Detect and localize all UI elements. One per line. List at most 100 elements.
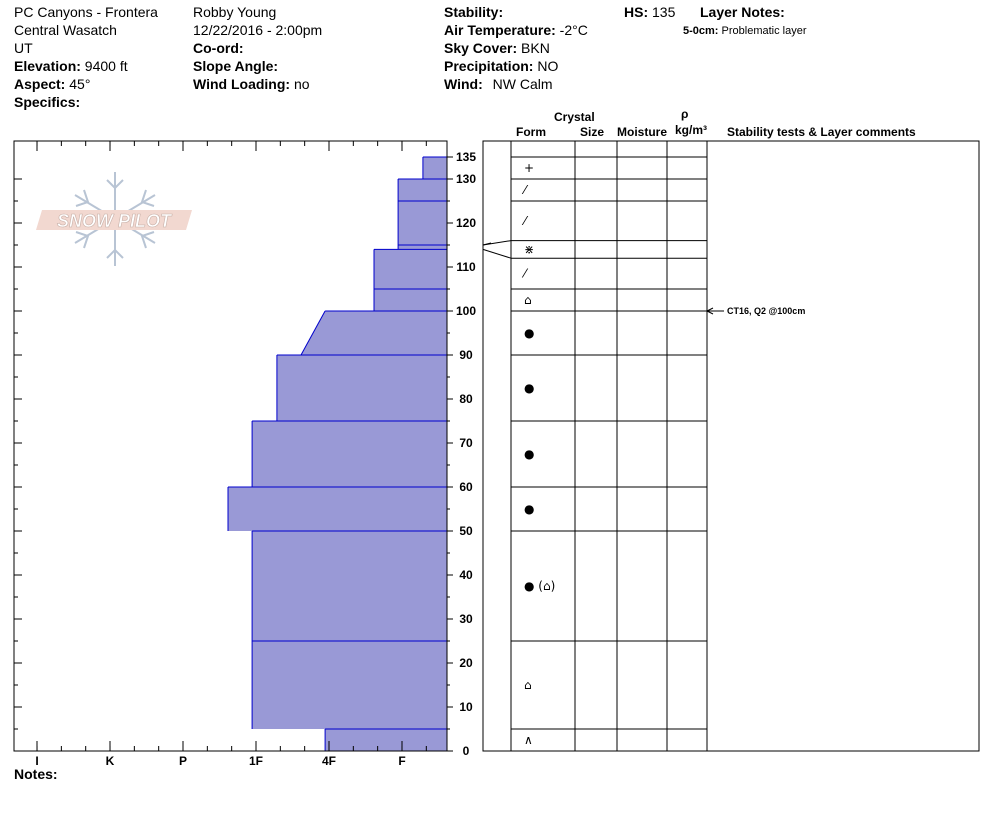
state-name: UT bbox=[14, 40, 33, 56]
layer-note-text: Problematic layer bbox=[721, 25, 807, 37]
depth-tick-label: 30 bbox=[459, 612, 473, 626]
sky-cover-value: BKN bbox=[521, 40, 550, 56]
comment-arrow-head bbox=[705, 307, 714, 315]
wind-loading-label: Wind Loading: bbox=[193, 76, 291, 92]
air-temp-label: Air Temperature: bbox=[444, 22, 556, 38]
crystal-form-glyph: + bbox=[524, 161, 534, 175]
crystal-form-glyph: ● bbox=[524, 447, 534, 461]
sky-cover: Sky Cover: BKN bbox=[444, 40, 550, 56]
precipitation: Precipitation: NO bbox=[444, 58, 558, 74]
crystal-header: Crystal bbox=[554, 110, 595, 124]
depth-connector bbox=[482, 248, 512, 259]
elevation-value: 9400 ft bbox=[84, 58, 128, 74]
depth-tick-label: 10 bbox=[459, 700, 473, 714]
depth-tick-label: 20 bbox=[459, 656, 473, 670]
comments-header: Stability tests & Layer comments bbox=[727, 125, 916, 139]
hardness-layer bbox=[398, 245, 447, 250]
hardness-tick-label: 1F bbox=[249, 754, 263, 768]
elevation: Elevation: 9400 ft bbox=[14, 58, 128, 74]
hardness-layer bbox=[374, 289, 447, 311]
hardness-layer bbox=[252, 641, 447, 729]
hardness-frame bbox=[13, 140, 448, 752]
hardness-layer bbox=[252, 531, 447, 641]
aspect-label: Aspect: bbox=[14, 76, 66, 92]
depth-tick-label: 80 bbox=[459, 392, 473, 406]
precip-value: NO bbox=[537, 58, 559, 74]
crystal-form-glyph: ● bbox=[524, 381, 534, 395]
crystal-form-glyph: ⁄ bbox=[521, 214, 529, 228]
crystal-form-glyph: ● (⌂) bbox=[524, 579, 555, 593]
hardness-layer bbox=[228, 487, 447, 531]
slope-angle-label: Slope Angle: bbox=[193, 58, 279, 74]
depth-tick-label: 135 bbox=[456, 150, 476, 164]
hardness-layer bbox=[301, 311, 447, 355]
hs-label: HS: bbox=[624, 4, 649, 20]
wind-loading-value: no bbox=[293, 76, 310, 92]
depth-tick-label: 0 bbox=[463, 744, 470, 758]
hardness-layer bbox=[398, 179, 447, 201]
location-name: PC Canyons - Frontera bbox=[14, 4, 158, 20]
hardness-tick-label: I bbox=[35, 754, 38, 768]
logo-banner bbox=[36, 210, 192, 230]
depth-tick-label: 130 bbox=[456, 172, 476, 186]
wind-label: Wind: bbox=[444, 76, 483, 92]
crystal-form-glyph: ⁄ bbox=[521, 267, 529, 281]
crystal-form-glyph: ⌂ bbox=[524, 678, 532, 692]
depth-tick-label: 100 bbox=[456, 304, 476, 318]
depth-tick-label: 70 bbox=[459, 436, 473, 450]
crystal-form-glyph: ● bbox=[524, 502, 534, 516]
notes-label: Notes: bbox=[14, 766, 58, 782]
crystal-grid: + ⁄ ⁄ ⋇ ⁄ ⌂ ● ● ● ● ● (⌂) ⌂ ∧ bbox=[482, 140, 980, 752]
layer-note: 5-0cm: Problematic layer bbox=[683, 23, 807, 39]
sky-cover-label: Sky Cover: bbox=[444, 40, 518, 56]
logo-text: SNOW PILOT bbox=[57, 211, 173, 231]
layer-notes-label: Layer Notes: bbox=[700, 4, 785, 20]
crystal-form-glyph: ⁄ bbox=[521, 183, 529, 197]
wind-value: NW Calm bbox=[492, 76, 553, 92]
hardness-layer bbox=[374, 249, 447, 289]
hardness-layer bbox=[325, 729, 447, 751]
moisture-header: Moisture bbox=[617, 125, 668, 139]
depth-tick-label: 120 bbox=[456, 216, 476, 230]
density-unit-header: kg/m³ bbox=[675, 123, 708, 137]
depth-tick-label: 90 bbox=[459, 348, 473, 362]
crystal-form-glyph: ⋇ bbox=[524, 242, 534, 256]
layer-note-depth: 5-0cm: bbox=[683, 25, 719, 37]
depth-tick-label: 60 bbox=[459, 480, 473, 494]
depth-tick-label: 40 bbox=[459, 568, 473, 582]
hs-value: 135 bbox=[652, 4, 676, 20]
hardness-profile bbox=[227, 156, 447, 752]
form-header: Form bbox=[516, 125, 546, 139]
size-header: Size bbox=[580, 125, 605, 139]
crystal-form-glyph: ∧ bbox=[524, 733, 533, 747]
air-temperature: Air Temperature: -2°C bbox=[444, 22, 588, 38]
hardness-tick-label: K bbox=[106, 754, 115, 768]
hardness-tick-label: P bbox=[179, 754, 187, 768]
depth-connector bbox=[482, 242, 492, 246]
depth-axis: 0 10 20 30 40 50 60 70 80 90 100 110 120 130 135 bbox=[447, 150, 476, 758]
precip-label: Precipitation: bbox=[444, 58, 534, 74]
observation-datetime: 12/22/2016 - 2:00pm bbox=[193, 22, 323, 38]
specifics-label: Specifics: bbox=[14, 94, 81, 110]
aspect: Aspect: 45° bbox=[14, 76, 90, 92]
wind: Wind: NW Calm bbox=[444, 76, 553, 92]
stability-label: Stability: bbox=[444, 4, 504, 20]
crystal-form-glyph: ⌂ bbox=[524, 293, 532, 307]
hardness-layer bbox=[422, 157, 447, 179]
depth-tick-label: 50 bbox=[459, 524, 473, 538]
hardness-tick-label: F bbox=[398, 754, 405, 768]
observer-name: Robby Young bbox=[193, 4, 277, 20]
range-name: Central Wasatch bbox=[14, 22, 117, 38]
hardness-layer bbox=[252, 421, 447, 487]
layer-edge bbox=[300, 310, 326, 356]
wind-loading: Wind Loading: no bbox=[193, 76, 310, 92]
hardness-axis: I K P 1F 4F F bbox=[13, 140, 448, 768]
hardness-tick-label: 4F bbox=[322, 754, 336, 768]
stability-comment: CT16, Q2 @100cm bbox=[727, 306, 805, 316]
air-temp-value: -2°C bbox=[559, 22, 588, 38]
aspect-value: 45° bbox=[69, 76, 91, 92]
coord-label: Co-ord: bbox=[193, 40, 244, 56]
density-rho-header: ρ bbox=[681, 107, 689, 121]
snowpilot-logo: SNOW PILOT bbox=[36, 172, 192, 266]
